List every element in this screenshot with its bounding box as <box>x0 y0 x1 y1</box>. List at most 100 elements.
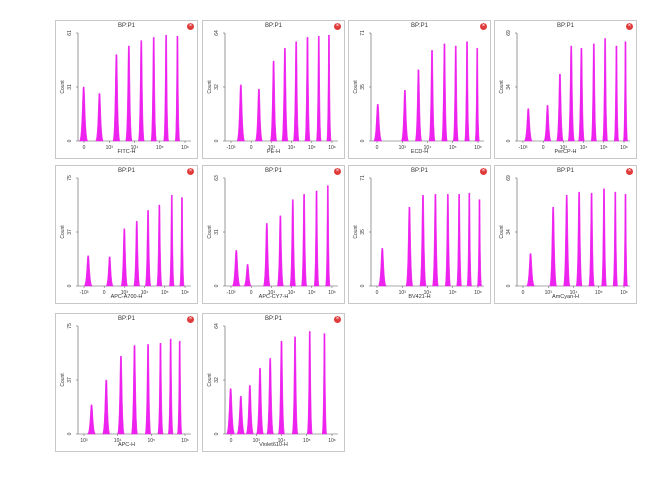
histogram-peak <box>474 47 480 142</box>
y-tick-label: 0 <box>506 284 512 287</box>
x-tick-label: 0 <box>542 145 545 151</box>
histogram-peak <box>452 45 459 142</box>
histogram-peak <box>567 45 575 142</box>
y-tick-label: 63 <box>214 175 220 181</box>
histogram-peak <box>163 34 170 142</box>
histogram-peak <box>125 45 133 142</box>
histogram-panel: BP:P1 × FITC-H 0 31 61 Count 0 10³ 10⁴ 10⁵ 10⁶ <box>55 20 198 159</box>
x-tick-label: -10³ <box>227 290 236 296</box>
histogram-peak <box>117 356 125 435</box>
histogram-peak <box>601 188 607 287</box>
histogram-peak <box>613 45 620 142</box>
histogram-peak <box>377 248 387 287</box>
x-tick-label: 10⁶ <box>474 145 482 151</box>
close-icon[interactable]: × <box>480 168 487 175</box>
x-tick-label: -10³ <box>227 145 236 151</box>
histogram-peak <box>269 60 278 142</box>
histogram-peak <box>612 191 618 287</box>
histogram-peak <box>456 194 463 287</box>
close-icon[interactable]: × <box>187 168 194 175</box>
y-axis-label: Count <box>353 80 359 94</box>
y-tick-label: 0 <box>214 139 220 142</box>
close-icon[interactable]: × <box>334 23 341 30</box>
histogram-panel: BP:P1 × PerCP-H 0 34 69 Count -10³ 0 10³ 10⁴ 10⁵ 10⁶ <box>494 20 637 159</box>
y-tick-label: 35 <box>360 229 366 235</box>
histogram-peak <box>441 43 448 142</box>
close-icon[interactable]: × <box>187 316 194 323</box>
histogram-peak <box>263 223 271 287</box>
close-icon[interactable]: × <box>626 168 633 175</box>
y-tick-label: 0 <box>214 284 220 287</box>
histogram-peak <box>102 379 111 435</box>
x-tick-label: 10⁵ <box>449 145 457 151</box>
histogram-peak <box>144 210 152 287</box>
histogram-peak <box>156 204 163 287</box>
x-tick-label: 10⁶ <box>328 438 336 444</box>
x-axis-label: APC-H <box>117 442 136 448</box>
histogram-peak <box>466 192 472 287</box>
x-tick-label: 10³ <box>121 290 129 296</box>
histogram-peak <box>313 190 320 287</box>
histogram-panel: BP:P1 × AmCyan-H 0 34 69 Count 0 10³ 10⁴ 10⁵ 10⁶ <box>494 165 637 304</box>
histogram-peak <box>575 191 583 287</box>
x-axis-label: PE-H <box>266 149 281 155</box>
x-tick-label: 10⁵ <box>303 438 311 444</box>
y-tick-label: 32 <box>214 377 220 383</box>
histogram-peak <box>414 69 423 142</box>
y-tick-label: 31 <box>67 84 73 90</box>
histogram-peak <box>476 199 482 287</box>
histogram-peak <box>95 93 104 142</box>
histogram-svg: 0 34 69 Count -10³ 0 10³ 10⁴ 10⁵ 10⁶ <box>499 30 630 151</box>
y-tick-label: 0 <box>214 432 220 435</box>
close-icon[interactable]: × <box>334 316 341 323</box>
plot-title: BP:P1 <box>556 168 574 174</box>
histogram-peak <box>405 206 414 287</box>
histogram-peak <box>179 197 185 287</box>
histogram-svg: 0 32 64 Count -10³ 0 10³ 10⁴ 10⁵ 10⁶ <box>207 30 338 151</box>
x-tick-label: 10⁶ <box>328 145 336 151</box>
x-tick-label: 10⁴ <box>424 290 432 296</box>
x-tick-label: 10⁵ <box>148 438 156 444</box>
x-tick-label: 0 <box>376 290 379 296</box>
x-tick-label: 10⁵ <box>308 290 316 296</box>
close-icon[interactable]: × <box>187 23 194 30</box>
histogram-panel: BP:P1 × APC-CY7-H 0 31 63 Count -10³ 0 10³ 10⁴ 10⁵ 1… <box>202 165 345 304</box>
y-tick-label: 35 <box>360 84 366 90</box>
x-tick-label: 10⁴ <box>278 438 286 444</box>
histogram-peak <box>137 40 145 142</box>
plot-title: BP:P1 <box>410 23 428 29</box>
x-axis-label: APC-A700-H <box>110 294 143 300</box>
histogram-peak <box>236 396 246 435</box>
histogram-peak <box>444 194 451 287</box>
histogram-peak <box>112 54 121 142</box>
x-tick-label: 10³ <box>399 145 407 151</box>
x-tick-label: 10⁴ <box>570 290 578 296</box>
close-icon[interactable]: × <box>626 23 633 30</box>
x-tick-label: 0 <box>376 145 379 151</box>
histogram-peak <box>169 195 175 287</box>
x-tick-label: 10⁶ <box>328 290 336 296</box>
histogram-peak <box>266 358 274 435</box>
histogram-peak <box>276 215 284 287</box>
x-tick-label: 10⁴ <box>288 290 296 296</box>
histogram-peak <box>150 37 157 142</box>
x-tick-label: 10⁶ <box>620 145 628 151</box>
y-axis-label: Count <box>353 225 359 239</box>
close-icon[interactable]: × <box>480 23 487 30</box>
x-tick-label: 10⁴ <box>288 145 296 151</box>
histogram-peak <box>245 385 254 435</box>
plot-title: BP:P1 <box>556 23 574 29</box>
histogram-peak <box>543 105 552 142</box>
x-tick-label: 10³ <box>545 290 553 296</box>
x-tick-label: 10³ <box>268 145 276 151</box>
y-axis-label: Count <box>60 373 66 387</box>
y-tick-label: 0 <box>360 139 366 142</box>
histogram-peak <box>231 250 241 287</box>
y-tick-label: 0 <box>67 432 73 435</box>
y-tick-label: 31 <box>214 229 220 235</box>
histogram-peak <box>292 41 300 142</box>
histogram-peak <box>177 340 183 435</box>
y-tick-label: 75 <box>67 323 73 329</box>
x-tick-label: 10³ <box>399 290 407 296</box>
close-icon[interactable]: × <box>334 168 341 175</box>
